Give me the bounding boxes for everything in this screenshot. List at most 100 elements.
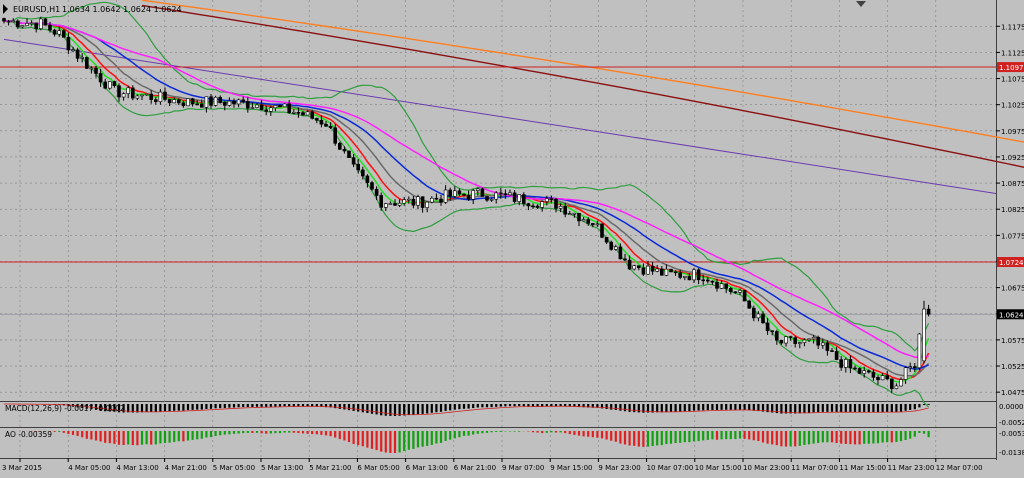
candle-body bbox=[669, 268, 673, 273]
candle-body bbox=[241, 99, 245, 102]
candle-body bbox=[917, 333, 922, 369]
candle-body bbox=[682, 276, 687, 278]
price-level-tags: 1.1097 1.0724 1.0624 bbox=[997, 62, 1024, 320]
candle-body bbox=[439, 198, 443, 203]
candle-body bbox=[613, 246, 618, 250]
candle-body bbox=[678, 272, 683, 278]
candle-body bbox=[365, 175, 370, 183]
time-label: 5 Mar 21:00 bbox=[309, 464, 351, 472]
candle-body bbox=[926, 308, 931, 315]
candle-body bbox=[705, 279, 710, 282]
candle-body bbox=[448, 189, 453, 197]
candle-body bbox=[830, 350, 834, 352]
candle-body bbox=[324, 123, 328, 127]
candle-body bbox=[816, 337, 821, 346]
time-label: 5 Mar 13:00 bbox=[261, 464, 303, 472]
candle-body bbox=[820, 342, 825, 346]
candle-body bbox=[20, 25, 25, 28]
candle-body bbox=[140, 94, 144, 97]
candle-body bbox=[154, 99, 158, 102]
candle-body bbox=[788, 336, 793, 338]
candle-body bbox=[420, 196, 425, 208]
candle-body bbox=[117, 85, 121, 98]
candle-body bbox=[34, 22, 39, 29]
time-label: 11 Mar 07:00 bbox=[791, 464, 838, 472]
ma-line bbox=[3, 20, 930, 383]
ao-histogram bbox=[25, 431, 930, 453]
ma-line bbox=[3, 20, 929, 359]
candle-body bbox=[848, 359, 853, 369]
candle-body bbox=[71, 49, 75, 52]
candle-body bbox=[227, 100, 232, 106]
candle-body bbox=[383, 203, 388, 208]
candle-body bbox=[121, 93, 126, 98]
candle-body bbox=[471, 190, 476, 200]
candle-body bbox=[457, 190, 462, 195]
candle-body bbox=[112, 81, 117, 87]
candle-body bbox=[89, 67, 94, 70]
candle-body bbox=[563, 206, 568, 215]
candle-body bbox=[43, 18, 48, 26]
time-label: 11 Mar 15:00 bbox=[839, 464, 886, 472]
candle-body bbox=[397, 202, 402, 206]
price-tick-label: 1.0975 bbox=[1001, 128, 1024, 136]
candle-body bbox=[177, 99, 181, 104]
candle-body bbox=[236, 99, 241, 105]
candle-body bbox=[466, 194, 471, 200]
candle-body bbox=[103, 81, 107, 89]
time-label: 3 Mar 2015 bbox=[2, 464, 42, 472]
candle-body bbox=[724, 283, 729, 289]
candle-body bbox=[811, 337, 816, 340]
price-tick-label: 1.0525 bbox=[1001, 363, 1024, 371]
candle-body bbox=[903, 367, 908, 380]
candle-body bbox=[282, 103, 287, 108]
candle-body bbox=[825, 342, 830, 351]
candle-body bbox=[296, 112, 301, 114]
ao-tick-top: -0.00532 bbox=[999, 430, 1024, 438]
price-tick-label: 1.1075 bbox=[1001, 76, 1024, 84]
quote-label: 1.0634 1.0642 1.0624 1.0624 bbox=[62, 5, 182, 14]
candle-body bbox=[411, 198, 416, 206]
ao-tick-bottom: -0.01384 bbox=[999, 449, 1024, 457]
candle-body bbox=[756, 313, 761, 319]
candles bbox=[2, 16, 931, 393]
candle-body bbox=[172, 99, 176, 104]
candle-body bbox=[158, 91, 163, 102]
ao-label: AO -0.00359 bbox=[5, 430, 52, 439]
bollinger-up bbox=[3, 1, 930, 352]
candle-body bbox=[223, 102, 227, 106]
candle-body bbox=[751, 307, 756, 319]
candle-body bbox=[687, 276, 692, 281]
candle-body bbox=[581, 219, 586, 222]
candle-body bbox=[6, 20, 11, 23]
candle-body bbox=[209, 96, 213, 106]
level-tag bbox=[997, 257, 1024, 268]
candle-body bbox=[673, 271, 678, 274]
candle-body bbox=[370, 182, 374, 190]
candle-body bbox=[250, 107, 255, 109]
candle-body bbox=[797, 342, 802, 344]
candle-body bbox=[38, 18, 43, 29]
candle-body bbox=[489, 198, 494, 201]
candle-body bbox=[857, 368, 862, 374]
candle-body bbox=[549, 198, 554, 200]
time-label: 4 Mar 13:00 bbox=[116, 464, 158, 472]
time-axis: 3 Mar 2015 4 Mar 05:00 4 Mar 13:00 4 Mar 21… bbox=[2, 458, 983, 472]
chart-shift-icon[interactable] bbox=[856, 1, 866, 7]
candle-body bbox=[11, 20, 15, 23]
candle-body bbox=[314, 118, 319, 121]
level-tag bbox=[997, 309, 1024, 320]
candle-body bbox=[273, 105, 278, 109]
candle-body bbox=[57, 30, 62, 35]
candle-body bbox=[356, 163, 361, 171]
candle-body bbox=[646, 265, 650, 275]
candle-body bbox=[843, 359, 848, 368]
level-tag-label: 1.0724 bbox=[999, 259, 1024, 267]
candle-body bbox=[337, 142, 342, 150]
price-tick-label: 1.0775 bbox=[1001, 232, 1024, 240]
bollinger-dn bbox=[3, 20, 930, 408]
candle-body bbox=[29, 22, 34, 25]
candle-body bbox=[190, 98, 195, 105]
